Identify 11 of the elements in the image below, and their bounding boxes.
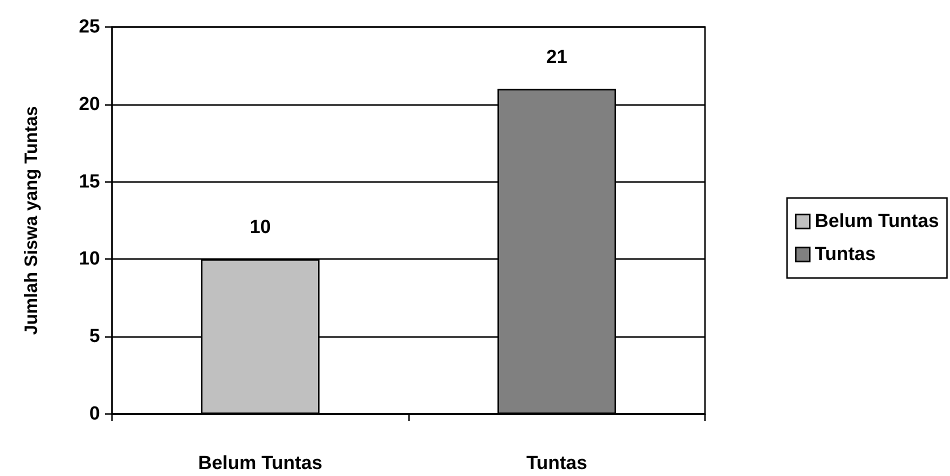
legend-label: Tuntas xyxy=(814,244,876,265)
y-tick-label: 10 xyxy=(78,248,100,270)
y-tick-label: 0 xyxy=(89,404,100,424)
data-label: 21 xyxy=(546,46,568,68)
y-tick-label: 5 xyxy=(89,326,100,348)
legend-label: Belum Tuntas xyxy=(814,211,940,232)
y-tick-label: 15 xyxy=(78,171,100,192)
data-label: 10 xyxy=(250,217,271,238)
y-tick-label: 25 xyxy=(78,16,100,38)
y-axis-title: Jumlah Siswa yang Tuntas xyxy=(21,106,41,335)
y-tick-label: 20 xyxy=(78,94,100,115)
